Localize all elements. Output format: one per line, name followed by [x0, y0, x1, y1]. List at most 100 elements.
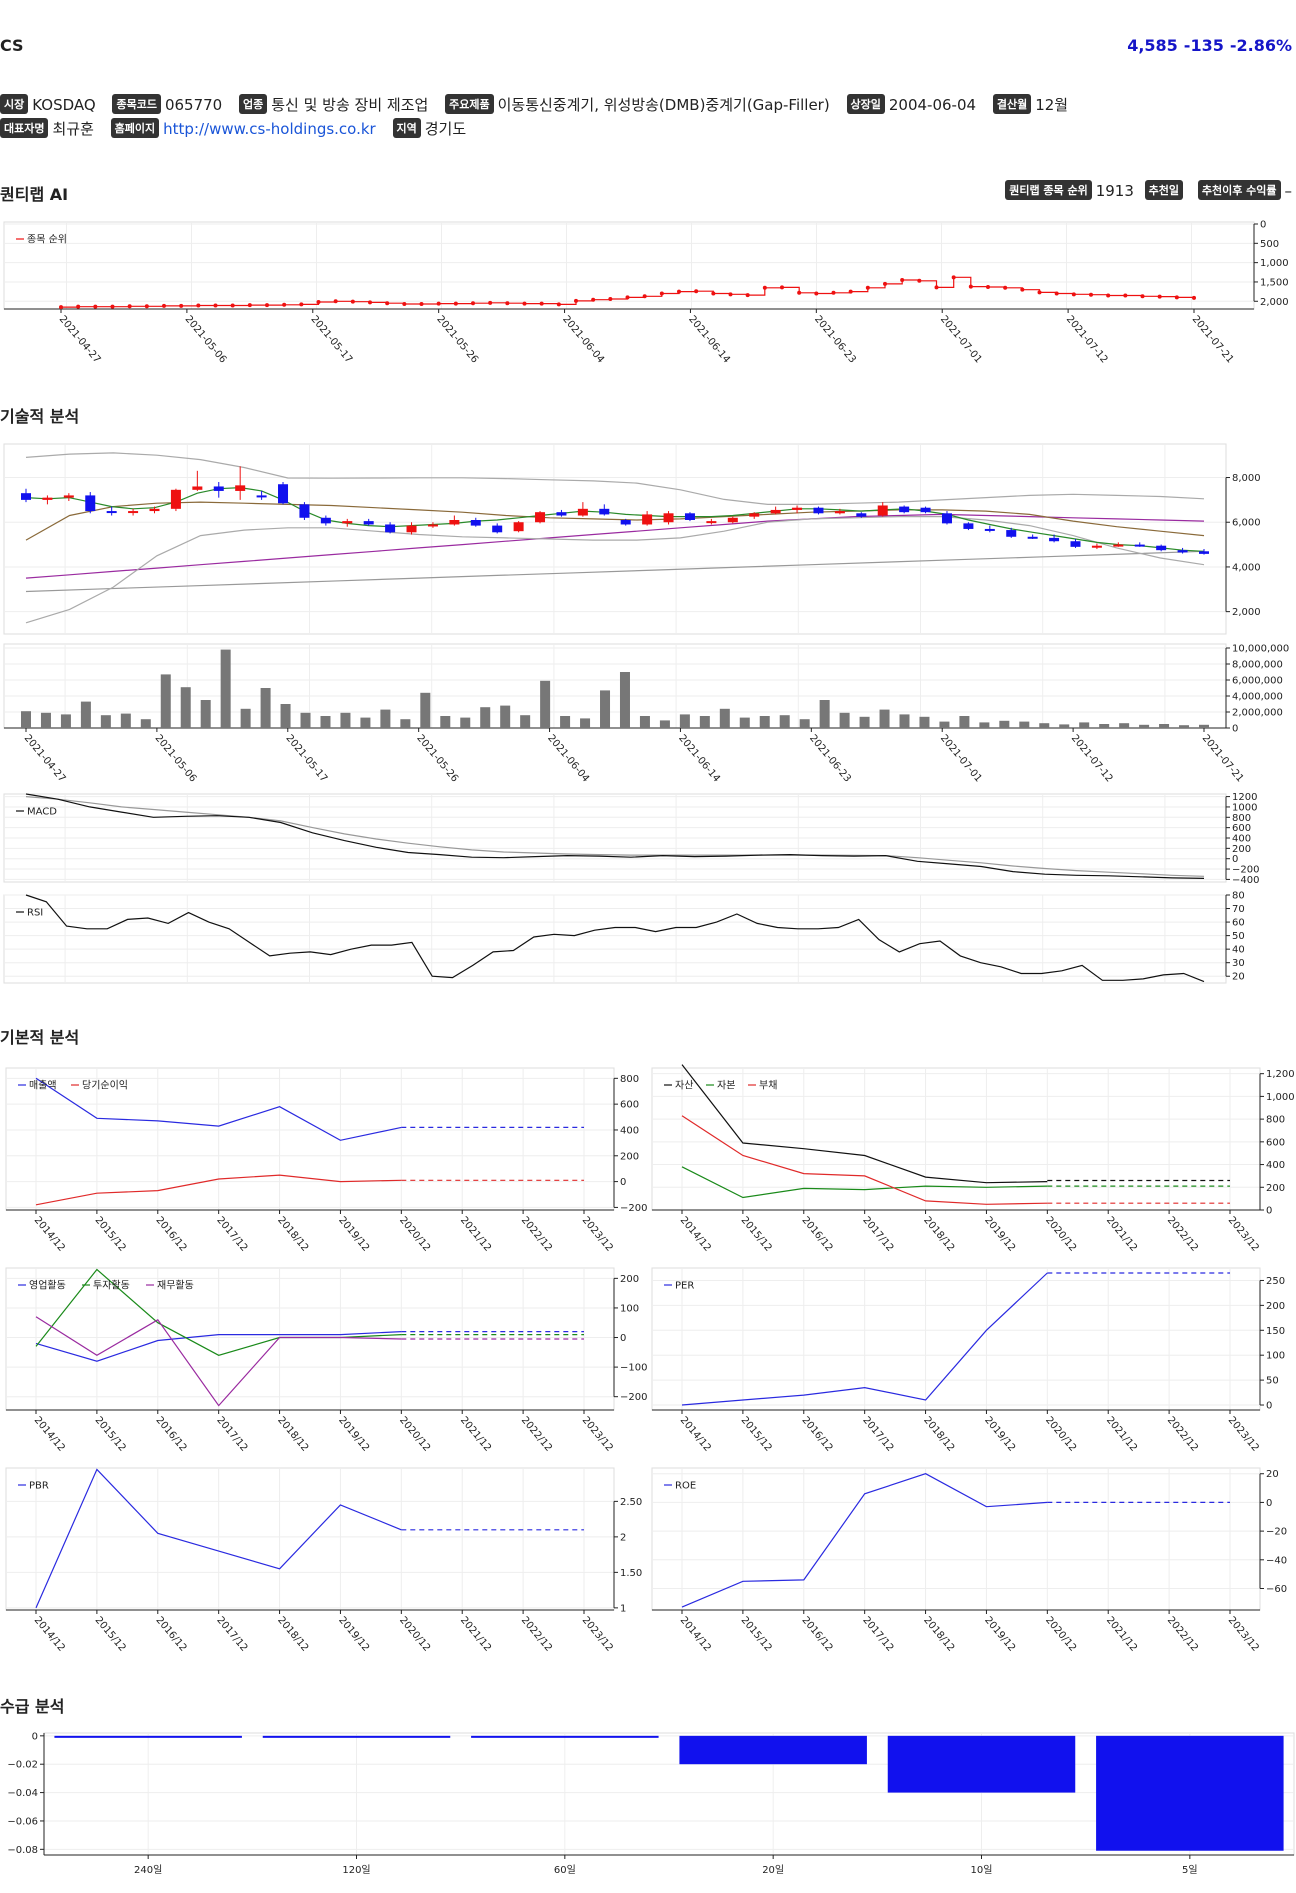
rank-point [1140, 294, 1145, 299]
y-tick-label: 70 [1232, 904, 1245, 915]
x-tick-label: 2021/12 [1104, 1615, 1139, 1654]
y-tick-label: 1,200 [1266, 1069, 1295, 1080]
rank-point [368, 300, 372, 305]
candle-body [1177, 550, 1188, 553]
rank-point [659, 291, 664, 296]
volume-bar [719, 708, 730, 728]
volume-bar [639, 716, 650, 728]
y-tick-label: 150 [1266, 1326, 1285, 1337]
volume-bar [460, 717, 471, 728]
industry-tag: 업종 [239, 94, 268, 114]
candle-body [749, 513, 760, 517]
x-tick-label: 2018/12 [921, 1415, 956, 1454]
volume-bar [400, 719, 411, 728]
candle-body [63, 495, 74, 498]
legend-label: 영업활동 [29, 1279, 66, 1292]
x-tick-label: 2021-07-21 [1200, 733, 1246, 785]
fin-series-line [681, 1166, 1048, 1199]
volume-bar [260, 688, 271, 728]
candle-body [492, 525, 503, 533]
legend-label: 종목 순위 [27, 233, 67, 246]
candle-body [470, 520, 481, 526]
y-tick-label: 1,000 [1260, 258, 1289, 269]
rank-point [797, 290, 802, 295]
x-tick-label: 2021/12 [458, 1415, 493, 1454]
x-tick-label: 2021-06-04 [560, 314, 606, 366]
volume-bar [21, 711, 31, 728]
x-tick-label: 2020/12 [397, 1615, 432, 1654]
x-tick-label: 2023/12 [1226, 1215, 1261, 1254]
candle-body [963, 523, 974, 529]
legend-label: 부채 [759, 1080, 777, 1092]
x-tick-label: 2018/12 [275, 1215, 310, 1254]
supply-chart-frame [43, 1732, 1295, 1856]
rank-point [282, 302, 287, 307]
volume-bar [560, 716, 571, 728]
rank-point [625, 295, 630, 300]
volume-bar [240, 708, 251, 728]
homepage-link[interactable]: http://www.cs-holdings.co.kr [163, 120, 376, 138]
rank-point [694, 289, 699, 294]
x-tick-label: 2021/12 [1104, 1415, 1139, 1454]
y-tick-label: 0 [1260, 220, 1266, 231]
y-tick-label: −60 [1266, 1584, 1287, 1595]
y-tick-label: 400 [1232, 834, 1251, 845]
fin-series-line [35, 1077, 402, 1141]
rank-point [127, 304, 132, 309]
candle-body [342, 521, 353, 524]
rank-point [1106, 293, 1111, 298]
candle-body [941, 513, 952, 524]
rank-point [539, 301, 544, 306]
candle-body [170, 489, 181, 509]
y-tick-label: 0 [620, 1177, 626, 1188]
x-tick-label: 2023/12 [580, 1615, 615, 1654]
ma60-line [25, 513, 1205, 579]
x-tick-label: 2021-07-12 [1064, 314, 1110, 366]
x-tick-label: 60일 [554, 1864, 576, 1876]
y-tick-label: 2 [620, 1532, 626, 1543]
bollinger-upper-line [25, 452, 1205, 505]
candle-body [213, 486, 224, 491]
fiscal-month-tag: 결산월 [992, 94, 1032, 114]
x-tick-label: 2017/12 [214, 1615, 249, 1654]
y-tick-label: 0 [32, 1731, 38, 1742]
candle-body [235, 485, 246, 491]
x-tick-label: 2020/12 [1043, 1615, 1078, 1654]
candle-body [792, 507, 803, 510]
y-tick-label: 200 [620, 1151, 639, 1162]
y-tick-label: 50 [1266, 1376, 1279, 1387]
volume-bar [480, 707, 491, 728]
fin-series-line [35, 1331, 402, 1362]
y-tick-label: 200 [620, 1274, 639, 1285]
candle-body [556, 512, 567, 516]
y-tick-label: −20 [1266, 1527, 1287, 1538]
candle-body [599, 508, 610, 515]
candle-body [813, 507, 824, 514]
rank-point [1003, 285, 1008, 290]
x-tick-label: 2022/12 [1165, 1215, 1200, 1254]
legend-label: ROE [675, 1481, 696, 1492]
y-tick-label: −40 [1266, 1555, 1287, 1566]
x-tick-label: 2016/12 [799, 1415, 834, 1454]
y-tick-label: 1000 [1232, 802, 1257, 813]
candle-body [363, 521, 374, 525]
candle-body [856, 513, 867, 517]
rank-point [247, 303, 252, 308]
y-tick-label: 100 [1266, 1351, 1285, 1362]
rank-point [762, 285, 767, 290]
fin-per-chart-frame [651, 1267, 1261, 1411]
y-tick-label: −0.04 [7, 1788, 38, 1799]
supply-bar [1096, 1735, 1284, 1851]
rank-point [608, 296, 613, 301]
rank-point [1123, 293, 1128, 298]
rank-point [505, 301, 510, 306]
x-tick-label: 2020/12 [397, 1215, 432, 1254]
legend-label: PBR [29, 1481, 49, 1492]
section-title-supply: 수급 분석 [0, 1697, 65, 1716]
x-tick-label: 2021-04-27 [57, 314, 103, 366]
rank-point [162, 303, 166, 308]
y-tick-label: −0.02 [7, 1760, 38, 1771]
candle-body [406, 525, 417, 533]
candle-body [1091, 545, 1102, 548]
volume-bar [739, 717, 750, 728]
